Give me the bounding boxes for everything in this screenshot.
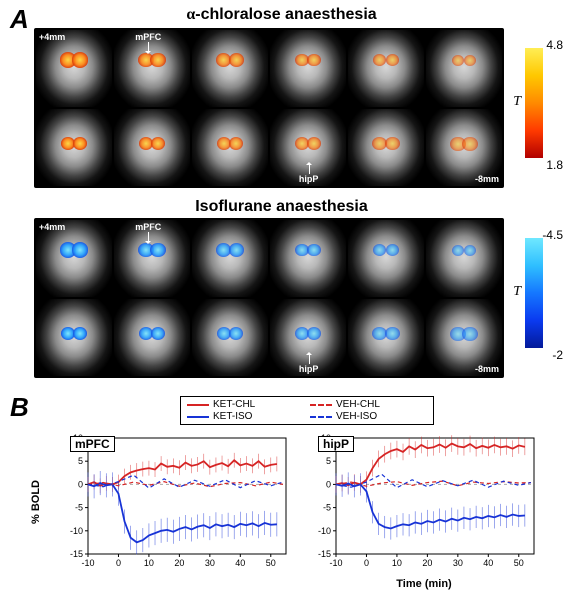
colorbar-cold — [525, 238, 543, 348]
legend-label: VEH-CHL — [336, 399, 380, 410]
coord-label: -8mm — [475, 174, 499, 184]
svg-text:-5: -5 — [75, 503, 83, 513]
svg-text:5: 5 — [326, 456, 331, 466]
brain-slice — [426, 220, 502, 297]
brain-slice — [426, 30, 502, 107]
roi-label-hipp: hipP — [299, 174, 319, 184]
cb-hot-top: 4.8 — [546, 38, 563, 52]
svg-text:50: 50 — [514, 558, 524, 568]
svg-text:0: 0 — [116, 558, 121, 568]
brain-slice: -8mm — [426, 109, 502, 186]
panel-letter-b: B — [10, 392, 29, 423]
brain-slice: -8mm — [426, 299, 502, 376]
chart-title: mPFC — [70, 436, 115, 452]
roi-label-mpfc: mPFC — [135, 32, 161, 42]
chart-mpfc: % BOLD -15-10-50510-1001020304050mPFC — [62, 432, 290, 572]
svg-text:0: 0 — [78, 479, 83, 489]
svg-text:30: 30 — [453, 558, 463, 568]
svg-text:0: 0 — [364, 558, 369, 568]
brain-slice: hipP — [270, 299, 346, 376]
brain-slice: +4mm — [36, 220, 112, 297]
brain-block-chl: +4mm mPFC hipP -8mm — [34, 28, 504, 188]
svg-text:-10: -10 — [329, 558, 342, 568]
cb-hot-bot: 1.8 — [546, 158, 563, 172]
svg-text:40: 40 — [235, 558, 245, 568]
cb-cold-axis: T — [513, 284, 521, 300]
brain-slice — [192, 109, 268, 186]
brain-slice: hipP — [270, 109, 346, 186]
cb-cold-top: -4.5 — [542, 228, 563, 242]
brain-slice — [348, 299, 424, 376]
section2-title: Isoflurane anaesthesia — [0, 198, 563, 216]
svg-text:-10: -10 — [318, 526, 331, 536]
legend-label: KET-CHL — [213, 399, 255, 410]
svg-text:10: 10 — [144, 558, 154, 568]
brain-slice — [348, 30, 424, 107]
legend-item: KET-CHL — [187, 399, 304, 410]
brain-slice — [192, 299, 268, 376]
svg-text:10: 10 — [392, 558, 402, 568]
legend-item: KET-ISO — [187, 411, 304, 422]
cb-cold-bot: -2 — [552, 348, 563, 362]
section1-title: α-chloralose anaesthesia — [0, 6, 563, 24]
brain-slice — [36, 109, 112, 186]
legend-swatch — [187, 404, 209, 406]
svg-text:30: 30 — [205, 558, 215, 568]
brain-slice: mPFC — [114, 30, 190, 107]
coord-label: +4mm — [39, 32, 65, 42]
colorbar-hot — [525, 48, 543, 158]
legend-swatch — [187, 416, 209, 418]
brain-slice: +4mm — [36, 30, 112, 107]
brain-slice — [192, 220, 268, 297]
legend-item: VEH-CHL — [310, 399, 427, 410]
svg-text:50: 50 — [266, 558, 276, 568]
brain-slice — [192, 30, 268, 107]
section1-title-rest: -chloralose anaesthesia — [195, 6, 376, 23]
chart-hipp: Time (min) -15-10-50510-1001020304050hip… — [310, 432, 538, 572]
ylabel: % BOLD — [30, 480, 42, 524]
coord-label: -8mm — [475, 364, 499, 374]
svg-text:-10: -10 — [81, 558, 94, 568]
brain-slice — [270, 220, 346, 297]
brain-slice — [270, 30, 346, 107]
brain-slice: mPFC — [114, 220, 190, 297]
roi-label-hipp: hipP — [299, 364, 319, 374]
svg-text:-5: -5 — [323, 503, 331, 513]
brain-slice — [114, 109, 190, 186]
brain-slice — [348, 109, 424, 186]
roi-label-mpfc: mPFC — [135, 222, 161, 232]
svg-text:0: 0 — [326, 479, 331, 489]
alpha-glyph: α — [186, 6, 195, 23]
legend-label: VEH-ISO — [336, 411, 377, 422]
svg-text:-10: -10 — [70, 526, 83, 536]
svg-text:5: 5 — [78, 456, 83, 466]
legend-item: VEH-ISO — [310, 411, 427, 422]
xlabel: Time (min) — [396, 578, 451, 590]
brain-slice — [36, 299, 112, 376]
brain-slice — [348, 220, 424, 297]
legend-label: KET-ISO — [213, 411, 252, 422]
legend-box: KET-CHL VEH-CHL KET-ISO VEH-ISO — [180, 396, 434, 425]
brain-block-iso: +4mm mPFC hipP -8mm — [34, 218, 504, 378]
chart-title: hipP — [318, 436, 354, 452]
svg-text:20: 20 — [422, 558, 432, 568]
legend-swatch — [310, 404, 332, 406]
legend-swatch — [310, 416, 332, 418]
brain-slice — [114, 299, 190, 376]
svg-text:20: 20 — [174, 558, 184, 568]
svg-text:40: 40 — [483, 558, 493, 568]
coord-label: +4mm — [39, 222, 65, 232]
cb-hot-axis: T — [513, 94, 521, 110]
